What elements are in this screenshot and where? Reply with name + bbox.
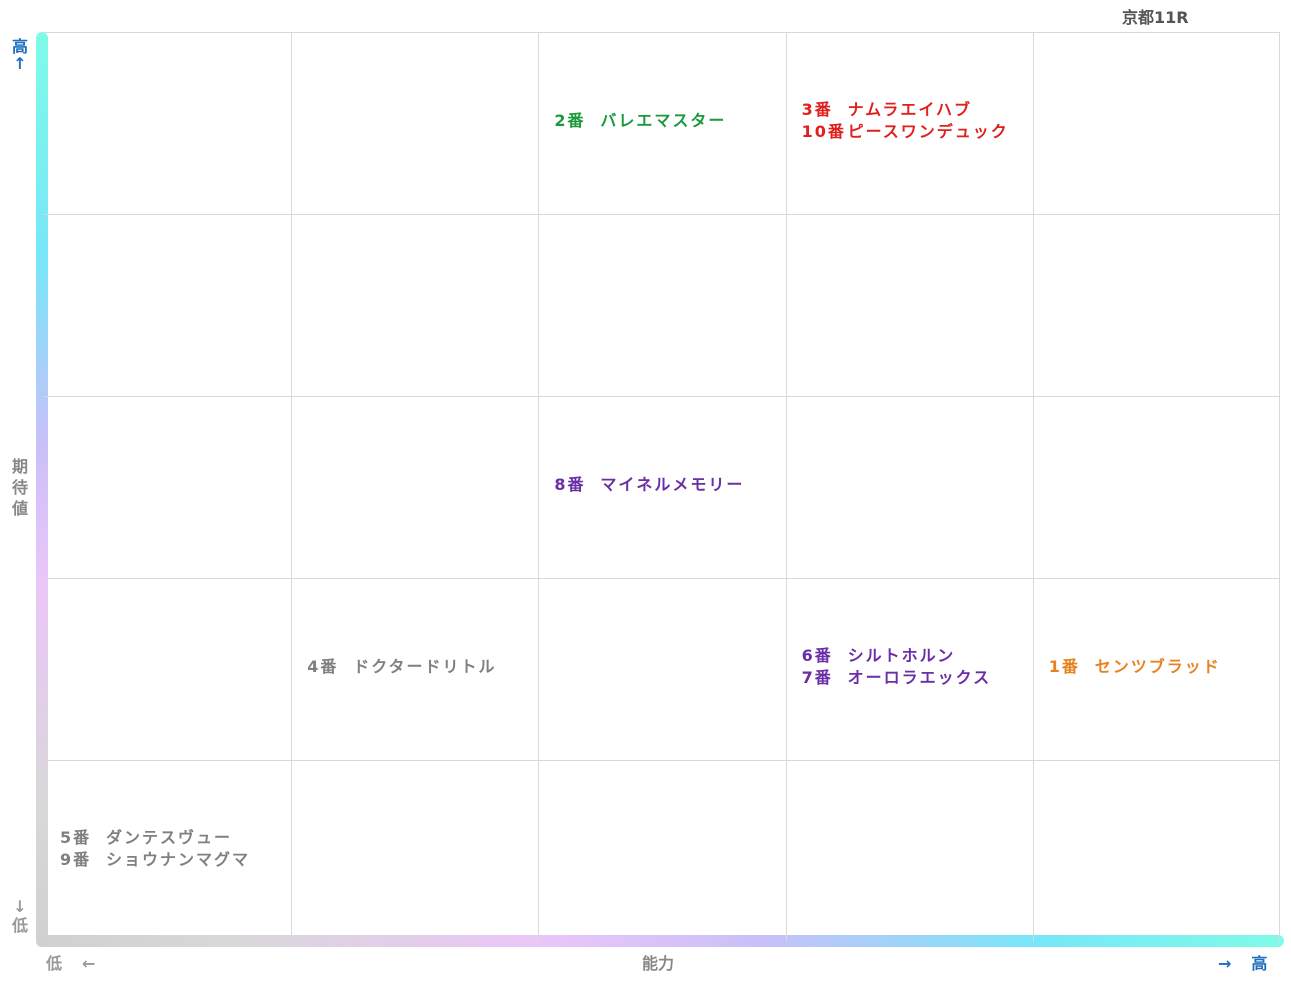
horse-name: バレエマスター bbox=[600, 111, 727, 130]
cell-entry-group: 1番 センツブラッド bbox=[1049, 656, 1221, 678]
horse-number: 3番 bbox=[801, 100, 833, 119]
horse-entry: 9番 ショウナンマグマ bbox=[60, 849, 250, 871]
horse-entry: 2番 バレエマスター bbox=[554, 110, 726, 132]
horse-name: ナムラエイハブ bbox=[847, 100, 972, 119]
horse-name: ドクタードリトル bbox=[353, 657, 497, 676]
horse-number: 10番 bbox=[801, 122, 846, 141]
x-axis-low-text: 低 bbox=[46, 954, 63, 973]
horse-entry: 3番 ナムラエイハブ bbox=[802, 99, 1009, 121]
cell-entry-group: 5番 ダンテスヴュー 9番 ショウナンマグマ bbox=[60, 827, 250, 871]
y-axis-low-text: 低 bbox=[11, 916, 28, 935]
horse-number: 7番 bbox=[801, 668, 833, 687]
grid-line-vertical bbox=[1032, 32, 1034, 942]
cell-entry-group: 4番 ドクタードリトル bbox=[307, 656, 496, 678]
horse-entry: 8番 マイネルメモリー bbox=[554, 474, 744, 496]
grid-line-horizontal bbox=[44, 578, 1280, 579]
grid-line-vertical bbox=[785, 32, 787, 942]
grid-line-horizontal bbox=[44, 760, 1280, 761]
horse-name: オーロラエックス bbox=[847, 668, 992, 687]
cell-entry-group: 2番 バレエマスター bbox=[554, 110, 726, 132]
grid-frame bbox=[44, 32, 1280, 942]
grid-area: 2番 バレエマスター 3番 ナムラエイハブ 10番 ピースワンデュック 8番 マイネルメモリー… bbox=[44, 32, 1280, 942]
y-axis-low-arrow: ↓ bbox=[13, 897, 27, 916]
horse-name: ピースワンデュック bbox=[847, 122, 1009, 141]
x-axis-low-arrow: ← bbox=[82, 954, 96, 973]
horse-name: シルトホルン bbox=[847, 646, 956, 665]
horse-entry: 5番 ダンテスヴュー bbox=[60, 827, 250, 849]
y-axis-title-char: 値 bbox=[11, 499, 28, 518]
y-axis-high-label: 高 ↑ bbox=[10, 36, 30, 74]
horse-name: マイネルメモリー bbox=[600, 475, 745, 494]
race-title: 京都11R bbox=[1122, 8, 1189, 27]
grid-line-vertical bbox=[291, 32, 293, 942]
horse-entry: 10番 ピースワンデュック bbox=[802, 121, 1009, 143]
horse-number: 8番 bbox=[554, 475, 586, 494]
horse-number: 9番 bbox=[60, 850, 92, 869]
y-axis-bar bbox=[36, 32, 48, 947]
y-axis-title-char: 待 bbox=[11, 478, 28, 497]
cell-entry-group: 3番 ナムラエイハブ 10番 ピースワンデュック bbox=[802, 99, 1009, 143]
horse-number: 4番 bbox=[307, 657, 339, 676]
x-axis-low-label: 低 ← bbox=[46, 953, 95, 974]
x-axis-high-text: 高 bbox=[1251, 954, 1268, 973]
x-axis-high-label: → 高 bbox=[1218, 953, 1267, 974]
horse-entry: 1番 センツブラッド bbox=[1049, 656, 1221, 678]
horse-number: 6番 bbox=[801, 646, 833, 665]
x-axis-title: 能力 bbox=[642, 954, 675, 973]
y-axis-title: 期 待 値 bbox=[10, 456, 30, 519]
horse-name: ショウナンマグマ bbox=[106, 850, 251, 869]
grid-line-vertical bbox=[538, 32, 540, 942]
x-axis-bar bbox=[36, 935, 1284, 947]
grid-line-horizontal bbox=[44, 396, 1280, 397]
horse-number: 2番 bbox=[554, 111, 586, 130]
horse-name: センツブラッド bbox=[1094, 657, 1221, 676]
horse-number: 1番 bbox=[1048, 657, 1080, 676]
cell-entry-group: 8番 マイネルメモリー bbox=[554, 474, 744, 496]
y-axis-low-label: ↓ 低 bbox=[10, 896, 30, 936]
y-axis-high-text: 高 bbox=[11, 37, 28, 56]
y-axis-high-arrow: ↑ bbox=[13, 54, 27, 73]
horse-number: 5番 bbox=[60, 828, 92, 847]
grid-line-horizontal bbox=[44, 214, 1280, 215]
horse-entry: 4番 ドクタードリトル bbox=[307, 656, 496, 678]
horse-name: ダンテスヴュー bbox=[106, 828, 233, 847]
horse-entry: 6番 シルトホルン bbox=[802, 645, 992, 667]
x-axis-high-arrow: → bbox=[1218, 954, 1232, 973]
y-axis-title-char: 期 bbox=[11, 457, 28, 476]
horse-entry: 7番 オーロラエックス bbox=[802, 667, 992, 689]
cell-entry-group: 6番 シルトホルン 7番 オーロラエックス bbox=[802, 645, 992, 689]
